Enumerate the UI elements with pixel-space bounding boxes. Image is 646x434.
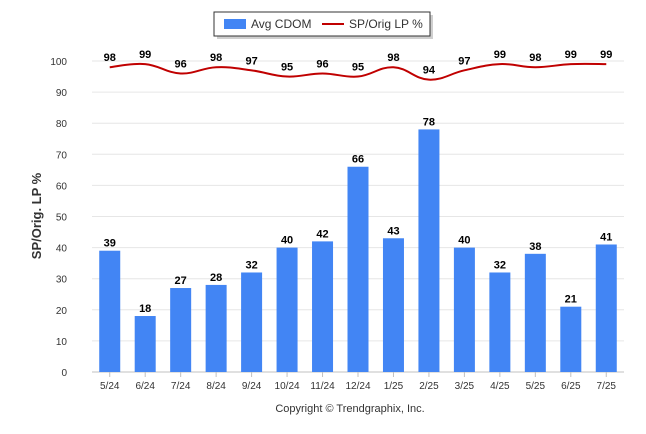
x-tick-label: 6/24 — [135, 381, 155, 392]
line-data-label: 95 — [281, 62, 293, 74]
bar — [418, 129, 440, 372]
bar-series: 39 18 27 28 32 40 42 66 43 78 40 32 38 21 41 — [99, 116, 617, 372]
bar-data-label: 78 — [423, 116, 435, 128]
line-data-label: 96 — [316, 58, 328, 70]
line-data-label: 97 — [458, 55, 470, 67]
bar-data-label: 43 — [387, 225, 399, 237]
line-data-label: 98 — [104, 52, 116, 64]
legend-item-sp-orig-lp: SP/Orig LP % — [349, 17, 423, 31]
bar — [382, 238, 404, 372]
x-tick-label: 9/24 — [242, 381, 262, 392]
y-tick-label: 40 — [56, 244, 68, 255]
x-tick-label: 7/25 — [597, 381, 617, 392]
y-tick-label: 20 — [56, 306, 68, 317]
line-data-label: 97 — [245, 55, 257, 67]
legend-swatch-bar — [224, 19, 246, 29]
y-axis-label: SP/Orig. LP % — [29, 172, 44, 259]
line-data-label: 98 — [387, 52, 399, 64]
bar-data-label: 42 — [316, 228, 328, 240]
bar-data-label: 66 — [352, 154, 364, 166]
x-tick-label: 10/24 — [275, 381, 300, 392]
bar — [99, 250, 121, 372]
line-data-label: 98 — [210, 52, 222, 64]
y-tick-label: 10 — [56, 337, 68, 348]
bar — [241, 272, 263, 372]
line-data-label: 99 — [565, 49, 577, 61]
bar — [312, 241, 334, 372]
x-tick-label: 1/25 — [384, 381, 404, 392]
line-data-label: 96 — [175, 58, 187, 70]
x-tick-label: 7/24 — [171, 381, 191, 392]
y-tick-label: 60 — [56, 181, 68, 192]
y-axis: 0 10 20 30 40 50 60 70 80 90 100 — [50, 57, 67, 379]
legend: Avg CDOM SP/Orig LP % — [213, 11, 433, 39]
copyright-credit: Copyright © Trendgraphix, Inc. — [275, 403, 424, 415]
bar — [347, 166, 369, 372]
line-data-label: 99 — [600, 49, 612, 61]
y-tick-label: 0 — [61, 368, 67, 379]
legend-item-avg-cdom: Avg CDOM — [251, 17, 311, 31]
bar — [489, 272, 511, 372]
x-tick-label: 6/25 — [561, 381, 581, 392]
bar — [205, 284, 227, 372]
line-path — [109, 62, 607, 81]
y-tick-label: 70 — [56, 150, 68, 161]
x-tick-label: 5/25 — [526, 381, 546, 392]
y-tick-label: 30 — [56, 275, 68, 286]
bar — [276, 247, 298, 372]
x-tick-label: 11/24 — [310, 381, 335, 392]
bar-data-label: 41 — [600, 231, 612, 243]
x-tick-label: 8/24 — [206, 381, 226, 392]
bar-data-label: 18 — [139, 303, 151, 315]
line-data-label: 99 — [139, 49, 151, 61]
x-tick-label: 4/25 — [490, 381, 510, 392]
bar-data-label: 39 — [104, 238, 116, 250]
line-data-label: 95 — [352, 62, 364, 74]
x-tick-label: 5/24 — [100, 381, 120, 392]
bar-data-label: 32 — [494, 259, 506, 271]
bar — [524, 253, 546, 372]
bar — [595, 244, 617, 372]
y-tick-label: 80 — [56, 119, 68, 130]
line-data-label: 99 — [494, 49, 506, 61]
bar — [170, 288, 192, 372]
bar — [453, 247, 475, 372]
bar-data-label: 28 — [210, 272, 222, 284]
x-tick-label: 2/25 — [419, 381, 439, 392]
x-axis: 5/24 6/24 7/24 8/24 9/24 10/24 11/24 12/24 1/25 2… — [100, 372, 616, 392]
bar — [134, 316, 156, 372]
x-tick-label: 12/24 — [345, 381, 370, 392]
bar-data-label: 40 — [458, 235, 470, 247]
x-tick-label: 3/25 — [455, 381, 475, 392]
bar-data-label: 32 — [245, 259, 257, 271]
line-data-label: 94 — [423, 65, 436, 77]
y-tick-label: 90 — [56, 88, 68, 99]
bar-data-label: 27 — [175, 275, 187, 287]
bar — [560, 306, 582, 372]
line-data-label: 98 — [529, 52, 541, 64]
bar-data-label: 38 — [529, 241, 541, 253]
y-tick-label: 50 — [56, 213, 68, 224]
bar-data-label: 21 — [565, 294, 577, 306]
y-tick-label: 100 — [50, 57, 67, 68]
bar-data-label: 40 — [281, 235, 293, 247]
line-series: 98 99 96 98 97 95 96 95 98 94 97 99 98 99 99 — [104, 49, 612, 81]
